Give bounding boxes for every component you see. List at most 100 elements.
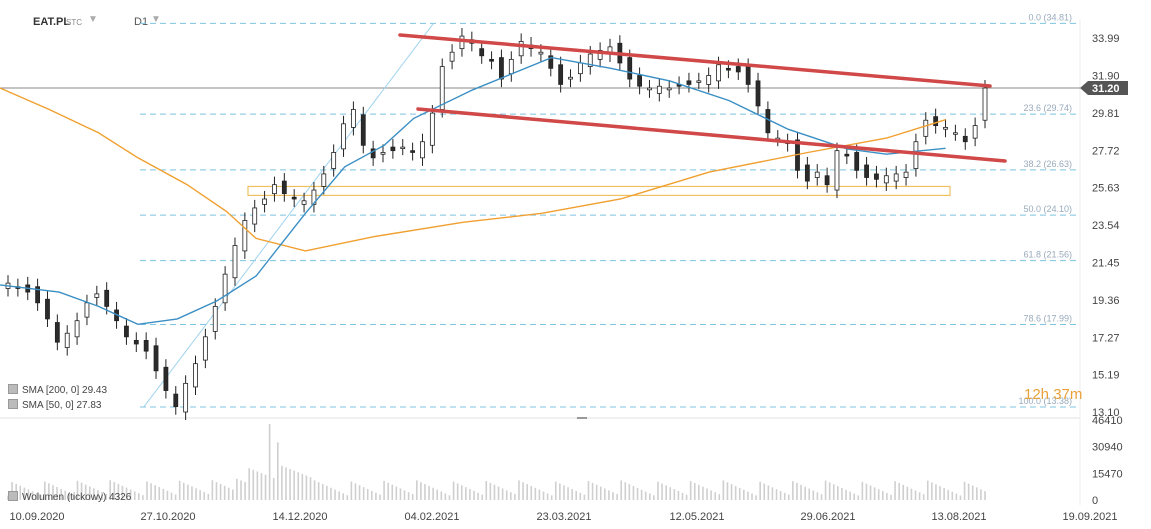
volume-bar: [894, 481, 896, 500]
volume-bar: [187, 484, 189, 500]
volume-bar: [698, 484, 700, 500]
volume-bar: [272, 478, 275, 500]
volume-bar: [297, 472, 300, 500]
volume-bar: [890, 494, 892, 500]
volume-bar: [661, 483, 663, 500]
volume-bar: [628, 484, 631, 500]
candle: [35, 286, 41, 304]
volume-bar: [518, 480, 520, 500]
legend-sma200[interactable]: SMA [200, 0] 29.43: [8, 384, 107, 396]
legend-volume-label: Wolumen (tickowy) 4326: [22, 492, 132, 503]
candle: [854, 152, 860, 171]
volume-bar: [31, 491, 34, 500]
chevron-down-icon[interactable]: ▼: [88, 14, 98, 25]
volume-bar: [399, 488, 402, 500]
volume-bar: [747, 491, 749, 500]
volume-bar: [820, 494, 823, 500]
chevron-down-icon[interactable]: ▼: [151, 14, 161, 25]
candle: [706, 75, 712, 85]
candle: [765, 109, 771, 134]
date-tick-label: 12.05.2021: [669, 511, 724, 523]
legend-volume[interactable]: Wolumen (tickowy) 4326: [8, 491, 131, 503]
volume-bar: [68, 492, 71, 500]
volume-bar: [223, 485, 226, 500]
candle: [755, 80, 761, 107]
candle: [647, 87, 652, 91]
volume-bar: [285, 467, 287, 500]
candle: [804, 164, 810, 182]
candle: [360, 114, 366, 146]
volume-bar: [428, 485, 430, 500]
volume-bar: [338, 491, 340, 500]
volume-bar: [886, 492, 888, 500]
volume-bar: [313, 480, 316, 500]
volume-bar: [35, 493, 38, 500]
candle: [351, 109, 356, 128]
volume-bar: [841, 487, 843, 500]
volume-bar: [955, 493, 958, 500]
volume-bar: [976, 487, 978, 500]
volume-bar: [918, 492, 921, 500]
candle: [558, 64, 564, 85]
price-tick-label: 19.36: [1092, 295, 1120, 307]
volume-bar: [636, 487, 639, 500]
volume-bar: [80, 482, 83, 500]
candle: [587, 53, 593, 67]
volume-bar: [485, 480, 488, 500]
volume-bar: [105, 493, 107, 500]
candle: [686, 80, 692, 85]
volume-bar: [971, 485, 974, 500]
volume-bar: [579, 492, 582, 500]
candle: [232, 245, 238, 279]
volume-bar: [583, 494, 586, 500]
volume-bar: [354, 483, 357, 500]
volume-bar: [489, 482, 492, 500]
symbol-label[interactable]: EAT.PL: [33, 16, 71, 28]
chart-type-label[interactable]: STC: [66, 18, 82, 27]
candle: [104, 289, 110, 307]
volume-bar: [244, 482, 246, 500]
date-tick-label: 27.10.2020: [140, 511, 195, 523]
volume-bar: [260, 473, 263, 500]
volume-bar: [138, 493, 140, 500]
volume-bar: [783, 492, 786, 500]
candle-timer: 12h 37m: [1024, 386, 1083, 403]
volume-bar: [448, 495, 451, 500]
volume-bar: [203, 492, 206, 500]
legend-toggle-icon[interactable]: [8, 399, 18, 409]
candle: [568, 76, 573, 80]
volume-bar: [612, 492, 614, 500]
volume-bar: [191, 486, 193, 500]
candle: [518, 41, 524, 57]
volume-bar: [395, 486, 398, 500]
volume-bar: [301, 473, 304, 500]
last-price-tag: [1080, 81, 1128, 96]
candle: [173, 393, 179, 408]
volume-bar: [743, 489, 745, 500]
volume-bar: [219, 483, 222, 500]
volume-bar: [101, 492, 103, 500]
volume-bar: [170, 492, 173, 500]
candle: [943, 126, 948, 130]
volume-bar: [755, 495, 757, 500]
candle: [380, 152, 386, 155]
interval-selector[interactable]: D1: [134, 16, 149, 28]
volume-bar: [738, 487, 741, 500]
volume-bar: [505, 490, 508, 500]
legend-toggle-icon[interactable]: [8, 384, 18, 394]
volume-bar: [375, 492, 377, 500]
volume-bar: [150, 483, 152, 500]
price-tick-label: 29.81: [1092, 108, 1120, 120]
price-tick-label: 23.54: [1092, 220, 1120, 232]
volume-bar: [559, 483, 561, 500]
legend-toggle-icon[interactable]: [8, 491, 18, 501]
volume-bar: [693, 482, 696, 500]
legend-sma50[interactable]: SMA [50, 0] 27.83: [8, 399, 102, 411]
volume-bar: [407, 492, 410, 500]
volume-bar: [117, 483, 120, 500]
volume-bar: [362, 487, 365, 500]
candle: [202, 336, 208, 361]
volume-bar: [166, 490, 169, 500]
volume-bar: [403, 490, 406, 500]
